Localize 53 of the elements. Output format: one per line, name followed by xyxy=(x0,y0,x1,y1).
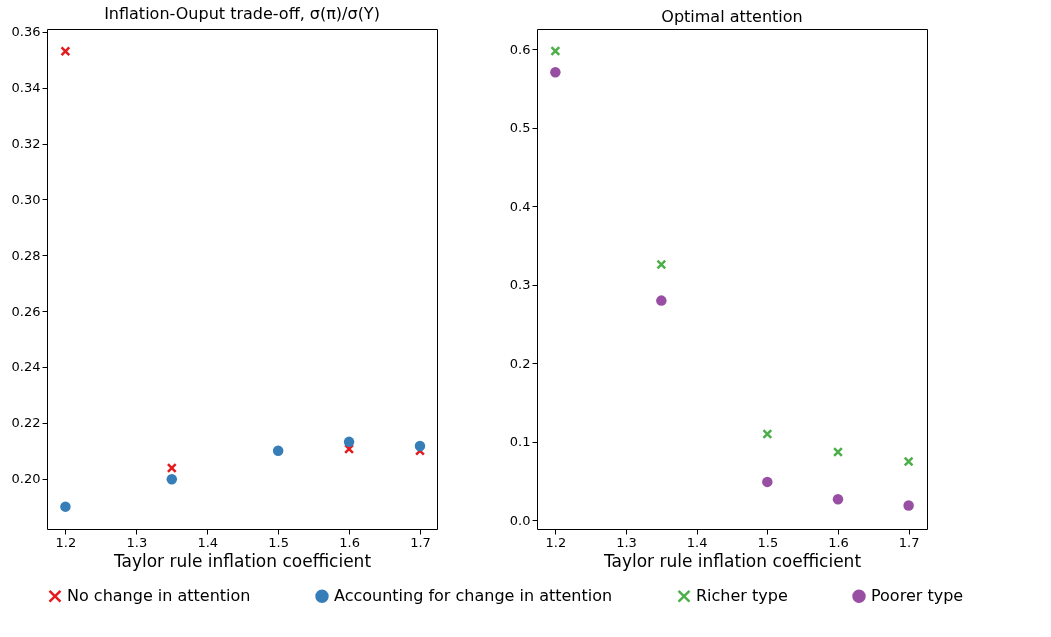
point xyxy=(414,440,426,452)
point xyxy=(550,45,561,57)
point xyxy=(656,259,667,270)
y-tick-label: 0.5 xyxy=(509,120,531,136)
x-tick-label: 1.5 xyxy=(268,534,290,550)
y-tick-label: 0.30 xyxy=(11,191,41,207)
point xyxy=(60,46,71,57)
legend-label: No change in attention xyxy=(67,586,251,606)
legend-label: Poorer type xyxy=(871,586,964,606)
x-tick-label: 1.2 xyxy=(55,534,77,550)
point xyxy=(60,501,71,512)
x-axis-title: Taylor rule inflation coefficient xyxy=(112,550,372,571)
point xyxy=(166,462,177,474)
x-tick-label: 1.6 xyxy=(828,534,849,550)
point xyxy=(550,66,561,78)
point xyxy=(832,493,844,505)
y-tick-label: 0.24 xyxy=(11,359,41,375)
point xyxy=(762,476,773,488)
y-tick-label: 0.2 xyxy=(509,355,531,371)
y-tick-label: 0.4 xyxy=(509,198,531,214)
y-tick-label: 0.32 xyxy=(11,136,41,152)
x-tick-label: 1.2 xyxy=(545,534,567,550)
legend-label: Accounting for change in attention xyxy=(334,586,613,606)
chart-title: Optimal attention xyxy=(661,7,803,26)
y-tick-label: 0.28 xyxy=(11,247,41,263)
point xyxy=(166,474,178,485)
x-tick-label: 1.7 xyxy=(410,534,431,550)
x-tick-label: 1.5 xyxy=(757,534,779,550)
legend-label: Richer type xyxy=(696,586,788,606)
y-tick-label: 0.34 xyxy=(11,80,41,96)
y-tick-label: 0.26 xyxy=(11,303,41,319)
y-tick-label: 0.1 xyxy=(509,434,531,450)
y-tick-label: 0.20 xyxy=(11,471,41,487)
y-tick-label: 0.3 xyxy=(509,277,531,293)
y-tick-label: 0.0 xyxy=(509,512,531,528)
x-tick-label: 1.4 xyxy=(686,534,708,550)
point xyxy=(762,428,773,440)
point xyxy=(343,436,355,448)
x-tick-label: 1.3 xyxy=(616,534,637,550)
point xyxy=(656,295,667,306)
y-tick-label: 0.22 xyxy=(11,415,41,431)
chart-title: Inflation-Ouput trade-off, σ(π)/σ(Y) xyxy=(104,3,380,23)
y-tick-label: 0.6 xyxy=(509,41,531,57)
point xyxy=(903,500,914,511)
x-tick-label: 1.4 xyxy=(197,534,219,550)
point xyxy=(832,446,844,458)
point xyxy=(903,456,914,467)
x-tick-label: 1.7 xyxy=(898,534,920,550)
x-tick-label: 1.3 xyxy=(126,534,148,550)
point xyxy=(272,445,284,457)
x-tick-label: 1.6 xyxy=(339,534,360,550)
x-axis-title: Taylor rule inflation coefficient xyxy=(602,550,862,571)
y-tick-label: 0.36 xyxy=(11,24,41,40)
